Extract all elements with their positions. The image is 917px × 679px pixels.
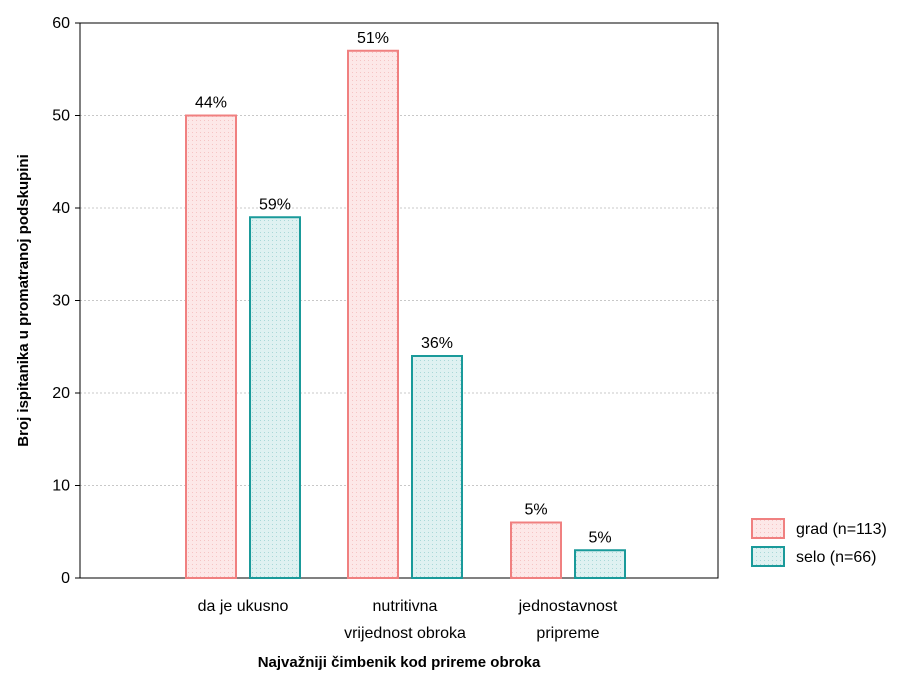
legend-label: selo (n=66) <box>796 549 877 566</box>
bar-data-label: 59% <box>259 196 291 213</box>
bar-data-label: 36% <box>421 335 453 352</box>
y-tick-label: 50 <box>52 108 70 125</box>
bar <box>574 549 626 579</box>
y-tick-label: 60 <box>52 15 70 32</box>
x-axis-label: Najvažniji čimbenik kod prireme obroka <box>258 654 541 671</box>
x-category-label: da je ukusno <box>198 598 289 615</box>
legend-swatch <box>751 518 785 539</box>
y-tick-label: 40 <box>52 200 70 217</box>
bar <box>347 49 399 579</box>
bar-data-label: 5% <box>588 529 611 546</box>
y-tick-label: 20 <box>52 385 70 402</box>
bar-data-label: 51% <box>357 30 389 47</box>
bar-data-label: 44% <box>195 95 227 112</box>
x-axis-categories: da je ukusno nutritivna vrijednost obroka j… <box>198 598 618 642</box>
x-category-label: nutritivna <box>373 598 438 615</box>
x-category-label: pripreme <box>536 625 599 642</box>
x-category-label: jednostavnost <box>518 598 618 615</box>
bar-data-label: 5% <box>524 502 547 519</box>
x-category-label: vrijednost obroka <box>344 625 466 642</box>
y-tick-label: 10 <box>52 478 70 495</box>
bar <box>185 114 237 579</box>
legend-swatch <box>751 546 785 567</box>
legend-label: grad (n=113) <box>796 521 887 538</box>
y-tick-label: 0 <box>61 570 70 587</box>
y-axis-ticks: 0 10 20 30 40 50 60 <box>52 15 80 587</box>
y-axis-label: Broj ispitanika u promatranoj podskupini <box>15 154 32 447</box>
y-tick-label: 30 <box>52 293 70 310</box>
bar <box>411 355 463 579</box>
bar <box>510 521 562 579</box>
bars: 44% 51% 5% 59% 36% 5% <box>185 30 626 579</box>
legend: grad (n=113) selo (n=66) <box>751 518 887 567</box>
bar <box>249 216 301 579</box>
